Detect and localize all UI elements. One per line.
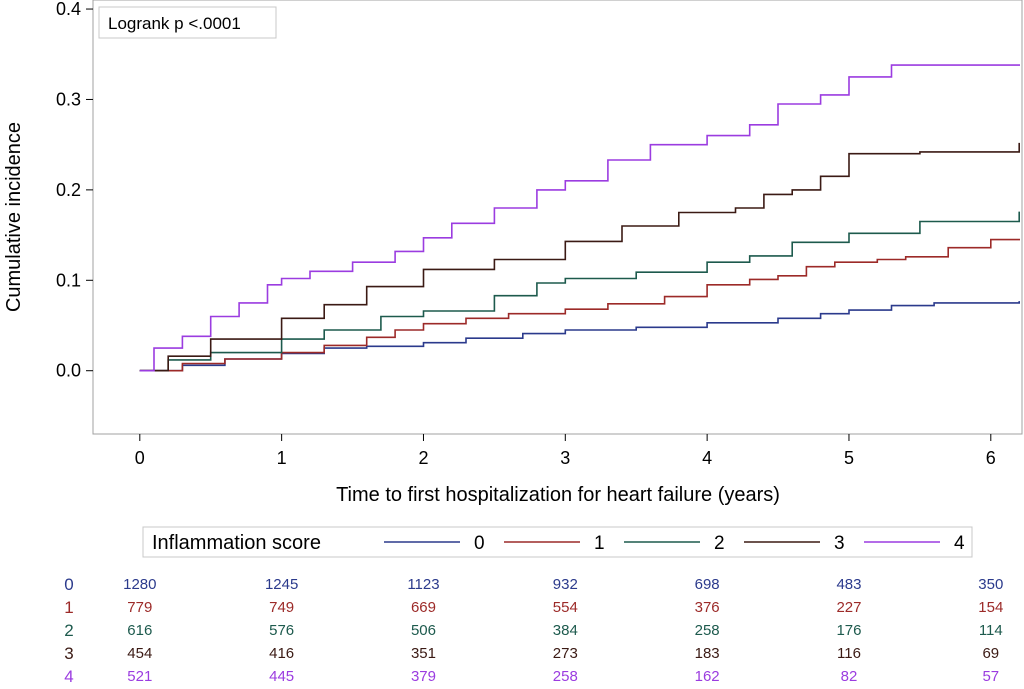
risk-table: 0 1280 1245 1123 932 698 483 350 1 779 749 669 554 37… [64,575,1003,686]
logrank-annotation: Logrank p <.0001 [108,14,241,33]
y-tick-label: 0.1 [56,270,81,290]
risk-cell: 176 [836,622,861,639]
risk-row-label-4: 4 [64,667,73,686]
legend-label-3: 3 [834,533,845,554]
x-tick-label: 3 [560,448,570,468]
risk-cell: 227 [836,599,861,616]
risk-cell: 779 [127,599,152,616]
series-line-3 [139,142,1020,372]
series-line-4 [139,64,1020,372]
risk-cell: 483 [836,576,861,593]
legend-label-4: 4 [954,533,965,554]
risk-cell: 506 [411,622,436,639]
risk-cell: 445 [269,668,294,685]
plot-frame [92,0,1023,435]
logrank-annotation-box [98,6,277,39]
x-axis-label: Time to first hospitalization for heart … [336,484,780,506]
risk-cell: 114 [979,622,1003,639]
risk-cell: 351 [411,645,436,662]
y-tick-label: 0.0 [56,361,81,381]
risk-cell: 384 [553,622,578,639]
risk-cell: 932 [553,576,578,593]
risk-cell: 749 [269,599,294,616]
x-tick-label: 6 [986,448,996,468]
risk-cell: 521 [127,668,152,685]
y-tick-label: 0.4 [56,0,81,19]
risk-cell: 376 [695,599,720,616]
risk-cell: 554 [553,599,578,616]
risk-cell: 69 [982,645,999,662]
legend-items: 0 1 2 3 4 [384,533,965,554]
risk-cell: 183 [695,645,720,662]
risk-cell: 162 [695,668,720,685]
x-tick-label: 4 [702,448,712,468]
risk-cell: 616 [127,622,152,639]
risk-cell: 258 [553,668,578,685]
risk-row-label-2: 2 [64,621,73,640]
legend-label-2: 2 [714,533,725,554]
risk-row-label-1: 1 [64,598,73,617]
risk-cell: 273 [553,645,578,662]
risk-cell: 82 [841,668,858,685]
y-tick-label: 0.3 [56,89,81,109]
x-tick-label: 2 [418,448,428,468]
risk-row-label-3: 3 [64,644,73,663]
risk-cell: 416 [269,645,294,662]
series-layer [139,64,1020,372]
legend-title: Inflammation score [152,532,321,554]
series-line-1 [139,238,1020,372]
risk-cell: 258 [695,622,720,639]
y-tick-label: 0.2 [56,180,81,200]
risk-cell: 576 [269,622,294,639]
legend-label-1: 1 [594,533,605,554]
risk-cell: 57 [982,668,999,685]
risk-cell: 350 [978,576,1003,593]
x-tick-label: 5 [844,448,854,468]
series-line-2 [139,211,1020,372]
x-tick-label: 1 [277,448,287,468]
y-axis-label: Cumulative incidence [3,122,25,312]
risk-cell: 116 [837,645,861,662]
risk-cell: 379 [411,668,436,685]
legend-label-0: 0 [474,533,485,554]
risk-cell: 1123 [407,576,439,593]
series-line-0 [139,301,1020,372]
risk-cell: 154 [978,599,1003,616]
risk-cell: 1280 [123,576,156,593]
x-tick-label: 0 [135,448,145,468]
risk-cell: 698 [695,576,720,593]
risk-cell: 669 [411,599,436,616]
risk-cell: 454 [127,645,152,662]
axis-layer: 0 1 2 3 4 5 6 0.0 0.1 0.2 0.3 0.4 [56,0,996,468]
risk-row-label-0: 0 [64,575,73,594]
risk-cell: 1245 [265,576,298,593]
